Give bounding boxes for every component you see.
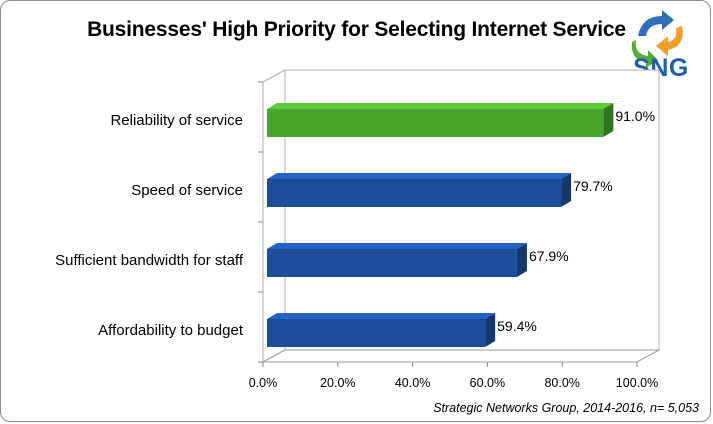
x-tick-label: 60.0% bbox=[470, 376, 505, 390]
x-tick-label: 40.0% bbox=[395, 376, 430, 390]
bar-end bbox=[561, 173, 572, 207]
bar-end bbox=[485, 313, 496, 347]
x-tick-label: 20.0% bbox=[320, 376, 355, 390]
category-label: Sufficient bandwidth for staff bbox=[55, 252, 244, 269]
data-label: 91.0% bbox=[615, 108, 655, 124]
category-label: Speed of service bbox=[131, 182, 243, 199]
bar bbox=[267, 319, 486, 347]
x-tick-label: 80.0% bbox=[544, 376, 579, 390]
bar-end bbox=[603, 103, 614, 137]
bar-top bbox=[267, 103, 614, 109]
x-tick-label: 100.0% bbox=[616, 376, 658, 390]
bar-end bbox=[516, 243, 527, 277]
bar-top bbox=[267, 243, 527, 249]
bar-top bbox=[267, 173, 572, 179]
bar-top bbox=[267, 313, 496, 319]
sng-logo-icon bbox=[631, 10, 683, 68]
bar bbox=[267, 179, 562, 207]
data-label: 59.4% bbox=[497, 318, 537, 334]
data-label: 79.7% bbox=[573, 178, 613, 194]
chart-title: Businesses' High Priority for Selecting … bbox=[87, 18, 626, 41]
source-note: Strategic Networks Group, 2014-2016, n= … bbox=[433, 401, 699, 415]
data-label: 67.9% bbox=[529, 248, 569, 264]
bar bbox=[267, 249, 517, 277]
category-label: Reliability of service bbox=[110, 112, 243, 129]
category-label: Affordability to budget bbox=[98, 322, 244, 339]
bar bbox=[267, 109, 604, 137]
floor bbox=[262, 349, 660, 363]
x-tick-label: 0.0% bbox=[249, 376, 278, 390]
